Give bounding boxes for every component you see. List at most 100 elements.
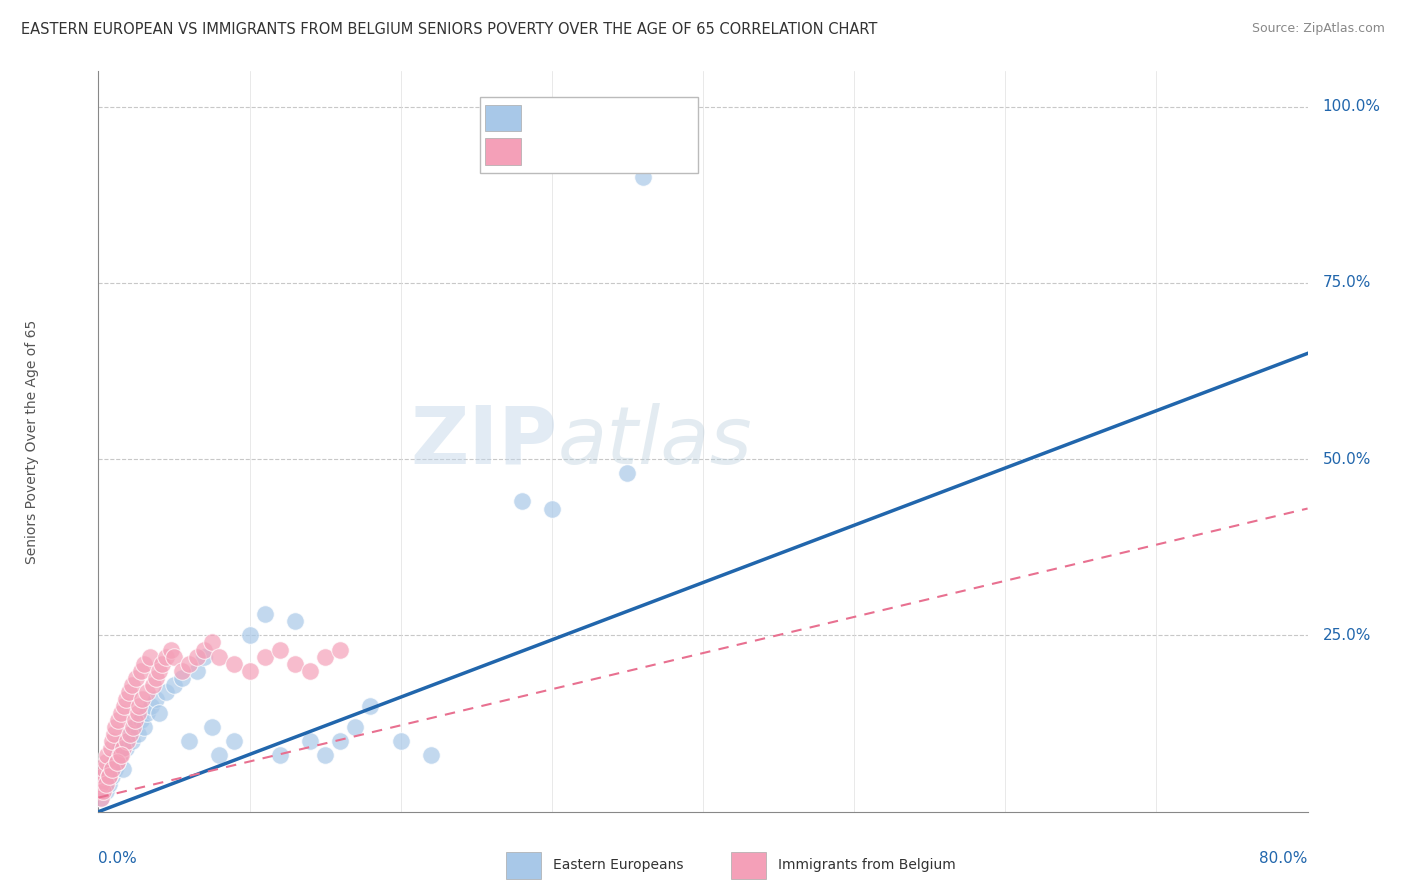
Text: Source: ZipAtlas.com: Source: ZipAtlas.com: [1251, 22, 1385, 36]
Point: [135, 706, 157, 720]
Text: 25.0%: 25.0%: [1323, 628, 1371, 643]
Point: [284, 657, 307, 671]
Point: [186, 649, 208, 664]
Point: [105, 756, 128, 770]
Point: [155, 685, 177, 699]
Point: [100, 741, 122, 756]
Point: [419, 748, 441, 763]
Point: [110, 706, 132, 720]
Point: [91, 783, 114, 797]
Point: [139, 649, 162, 664]
Point: [100, 763, 122, 777]
Point: [239, 628, 262, 642]
Point: [103, 727, 125, 741]
Text: EASTERN EUROPEAN VS IMMIGRANTS FROM BELGIUM SENIORS POVERTY OVER THE AGE OF 65 C: EASTERN EUROPEAN VS IMMIGRANTS FROM BELG…: [21, 22, 877, 37]
Point: [142, 678, 165, 692]
Point: [131, 692, 153, 706]
Point: [93, 776, 115, 790]
Point: [269, 748, 291, 763]
Point: [141, 698, 163, 713]
Point: [132, 657, 155, 671]
Point: [128, 698, 150, 713]
Point: [94, 756, 117, 770]
Point: [299, 664, 322, 678]
Point: [616, 467, 638, 481]
Text: atlas: atlas: [558, 402, 752, 481]
Point: [329, 734, 352, 748]
Point: [253, 607, 276, 622]
Point: [124, 720, 146, 734]
Point: [148, 664, 170, 678]
Point: [112, 734, 135, 748]
Point: [122, 720, 145, 734]
Point: [96, 769, 118, 783]
Text: 75.0%: 75.0%: [1323, 276, 1371, 291]
Point: [129, 713, 152, 727]
Text: 0.0%: 0.0%: [98, 850, 138, 865]
Point: [107, 756, 129, 770]
Point: [110, 748, 132, 763]
Point: [101, 769, 124, 783]
Point: [114, 741, 136, 756]
Point: [540, 501, 562, 516]
Point: [148, 706, 170, 720]
Point: [329, 642, 352, 657]
Point: [208, 649, 231, 664]
Point: [98, 769, 121, 783]
Point: [145, 671, 167, 685]
Point: [163, 649, 186, 664]
Point: [360, 698, 382, 713]
Point: [193, 642, 215, 657]
Point: [631, 170, 654, 185]
Text: Seniors Poverty Over the Age of 65: Seniors Poverty Over the Age of 65: [25, 319, 39, 564]
Point: [107, 713, 129, 727]
Point: [344, 720, 367, 734]
Point: [299, 734, 322, 748]
Point: [98, 769, 121, 783]
Point: [389, 734, 412, 748]
Point: [124, 713, 146, 727]
Point: [314, 649, 336, 664]
Text: 100.0%: 100.0%: [1323, 99, 1381, 114]
Point: [145, 692, 167, 706]
Point: [110, 748, 132, 763]
Point: [177, 657, 201, 671]
Point: [125, 671, 148, 685]
Point: [150, 657, 173, 671]
Point: [89, 783, 111, 797]
Point: [193, 649, 215, 664]
Point: [284, 615, 307, 629]
Point: [120, 727, 142, 741]
Point: [105, 748, 128, 763]
Point: [93, 763, 115, 777]
Point: [91, 769, 114, 783]
Point: [90, 790, 112, 805]
Point: [90, 776, 112, 790]
Point: [101, 734, 124, 748]
Point: [314, 748, 336, 763]
Point: [177, 734, 201, 748]
Point: [104, 720, 127, 734]
Point: [269, 642, 291, 657]
Point: [253, 649, 276, 664]
Point: [121, 734, 143, 748]
Point: [208, 748, 231, 763]
Point: [239, 664, 262, 678]
Point: [94, 776, 117, 790]
Point: [96, 748, 118, 763]
Point: [91, 783, 114, 797]
Point: [121, 678, 143, 692]
Point: [186, 664, 208, 678]
Point: [111, 741, 134, 756]
Point: [224, 734, 246, 748]
Point: [201, 720, 224, 734]
Point: [112, 698, 135, 713]
Text: R = 0.217   N = 60: R = 0.217 N = 60: [531, 145, 676, 160]
Point: [132, 720, 155, 734]
Point: [155, 649, 177, 664]
Point: [170, 671, 193, 685]
Text: ZIP: ZIP: [411, 402, 558, 481]
Text: 80.0%: 80.0%: [1260, 850, 1308, 865]
Point: [105, 756, 128, 770]
Point: [108, 741, 131, 756]
